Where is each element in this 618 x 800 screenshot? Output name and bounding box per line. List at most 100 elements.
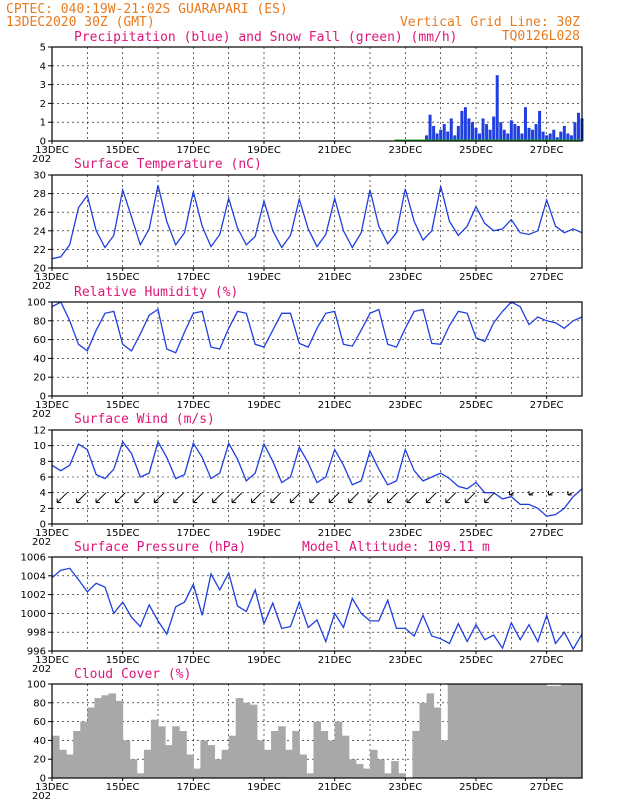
- year-stub: 202: [32, 537, 51, 548]
- precip-bar: [523, 107, 527, 141]
- wind-arrow: [134, 492, 146, 503]
- x-tick-label: 17DEC: [176, 272, 210, 283]
- year-stub: 202: [32, 409, 51, 420]
- x-tick-label: 27DEC: [530, 528, 564, 539]
- precip-bar: [520, 133, 524, 141]
- cloud-bar: [433, 707, 442, 778]
- x-tick-label: 25DEC: [459, 272, 493, 283]
- precip-bar: [562, 125, 566, 141]
- y-tick-label: 80: [33, 316, 46, 327]
- x-tick-label: 15DEC: [106, 655, 140, 666]
- cloud-bar: [341, 735, 350, 778]
- panel-annotation: Model Altitude: 109.11 m: [302, 540, 490, 555]
- wind-arrow: [464, 492, 476, 503]
- precip-bar: [516, 125, 520, 141]
- cloud-bar: [143, 749, 152, 778]
- cloud-bar: [313, 721, 322, 778]
- x-tick-label: 13DEC: [35, 272, 69, 283]
- precip-bar: [559, 131, 563, 141]
- precip-bar: [456, 125, 460, 141]
- precip-bar: [552, 129, 556, 141]
- cloud-bar: [468, 684, 477, 778]
- x-tick-label: 23DEC: [388, 782, 422, 793]
- y-tick-label: 26: [33, 208, 46, 219]
- cloud-bar: [306, 773, 314, 778]
- year-stub: 202: [32, 154, 51, 165]
- cloud-bar: [553, 685, 562, 778]
- y-tick-label: 80: [33, 698, 46, 709]
- y-tick-label: 30: [33, 171, 46, 182]
- x-tick-label: 19DEC: [247, 272, 281, 283]
- panel-5: Surface Pressure (hPa) Model Altitude: 10…: [21, 540, 583, 675]
- x-tick-label: 21DEC: [318, 782, 352, 793]
- y-tick-label: 40: [33, 354, 46, 365]
- y-tick-label: 100: [27, 298, 46, 309]
- x-tick-label: 19DEC: [247, 145, 281, 156]
- precip-bar: [428, 114, 432, 141]
- precip-bar: [506, 133, 510, 141]
- panel-3: Relative Humidity (%) 0 20 40 60 80 100 13DEC 15…: [27, 285, 583, 420]
- year-stub: 202: [32, 281, 51, 292]
- x-tick-label: 17DEC: [176, 400, 210, 411]
- cloud-bar: [200, 740, 208, 778]
- precip-bar: [481, 118, 485, 141]
- panel-title: Precipitation (blue) and Snow Fall (gree…: [74, 30, 458, 45]
- x-tick-label: 27DEC: [530, 655, 564, 666]
- cloud-bar: [398, 773, 406, 778]
- x-tick-label: 17DEC: [176, 145, 210, 156]
- precip-bar: [513, 124, 517, 141]
- panel-title: Surface Pressure (hPa): [74, 540, 246, 555]
- precip-bar: [425, 135, 429, 141]
- panel-title: Surface Temperature (nC): [74, 157, 262, 172]
- cloud-bar: [334, 721, 343, 778]
- x-tick-label: 21DEC: [318, 655, 352, 666]
- y-tick-label: 5: [40, 43, 46, 54]
- precip-bar: [495, 75, 499, 141]
- cloud-bar: [511, 684, 519, 778]
- cloud-bar: [256, 740, 265, 778]
- wind-arrow: [231, 492, 243, 503]
- wind-arrow: [270, 492, 282, 503]
- wind-arrow: [290, 492, 301, 503]
- precip-bar: [531, 129, 535, 141]
- x-tick-label: 21DEC: [318, 145, 352, 156]
- y-tick-label: 24: [33, 226, 46, 237]
- x-tick-label: 17DEC: [176, 528, 210, 539]
- precip-bar: [453, 135, 457, 141]
- cloud-bar: [299, 754, 307, 778]
- cloud-bar: [483, 684, 491, 778]
- precip-bar: [509, 120, 513, 141]
- precip-bar: [435, 133, 439, 141]
- x-tick-label: 21DEC: [318, 400, 352, 411]
- panel-frame: [51, 174, 583, 269]
- x-tick-label: 13DEC: [35, 145, 69, 156]
- y-tick-label: 20: [33, 373, 46, 384]
- cloud-bar: [292, 731, 300, 778]
- panel-1: Precipitation (blue) and Snow Fall (gree…: [32, 30, 584, 165]
- x-tick-label: 27DEC: [530, 782, 564, 793]
- y-tick-label: 1004: [21, 571, 46, 582]
- wind-arrow: [212, 492, 223, 503]
- panel-title: Relative Humidity (%): [74, 285, 238, 300]
- x-tick-label: 19DEC: [247, 528, 281, 539]
- cloud-bar: [73, 731, 81, 778]
- cloud-bar: [228, 735, 237, 778]
- series-line: [52, 567, 582, 651]
- wind-arrow: [153, 492, 165, 503]
- x-tick-label: 19DEC: [247, 655, 281, 666]
- cloud-bar: [560, 684, 569, 778]
- precip-bar: [569, 135, 573, 141]
- cloud-bar: [377, 759, 385, 778]
- precip-bar: [527, 127, 531, 141]
- x-tick-label: 13DEC: [35, 655, 69, 666]
- precip-bar: [467, 118, 471, 141]
- cloud-bar: [207, 745, 216, 778]
- cloud-bar: [52, 735, 60, 778]
- cloud-bar: [348, 759, 357, 778]
- panel-title: Surface Wind (m/s): [74, 412, 215, 427]
- x-tick-label: 23DEC: [388, 272, 422, 283]
- precip-bar: [442, 124, 446, 141]
- cloud-bar: [476, 684, 484, 778]
- wind-arrow: [251, 492, 262, 503]
